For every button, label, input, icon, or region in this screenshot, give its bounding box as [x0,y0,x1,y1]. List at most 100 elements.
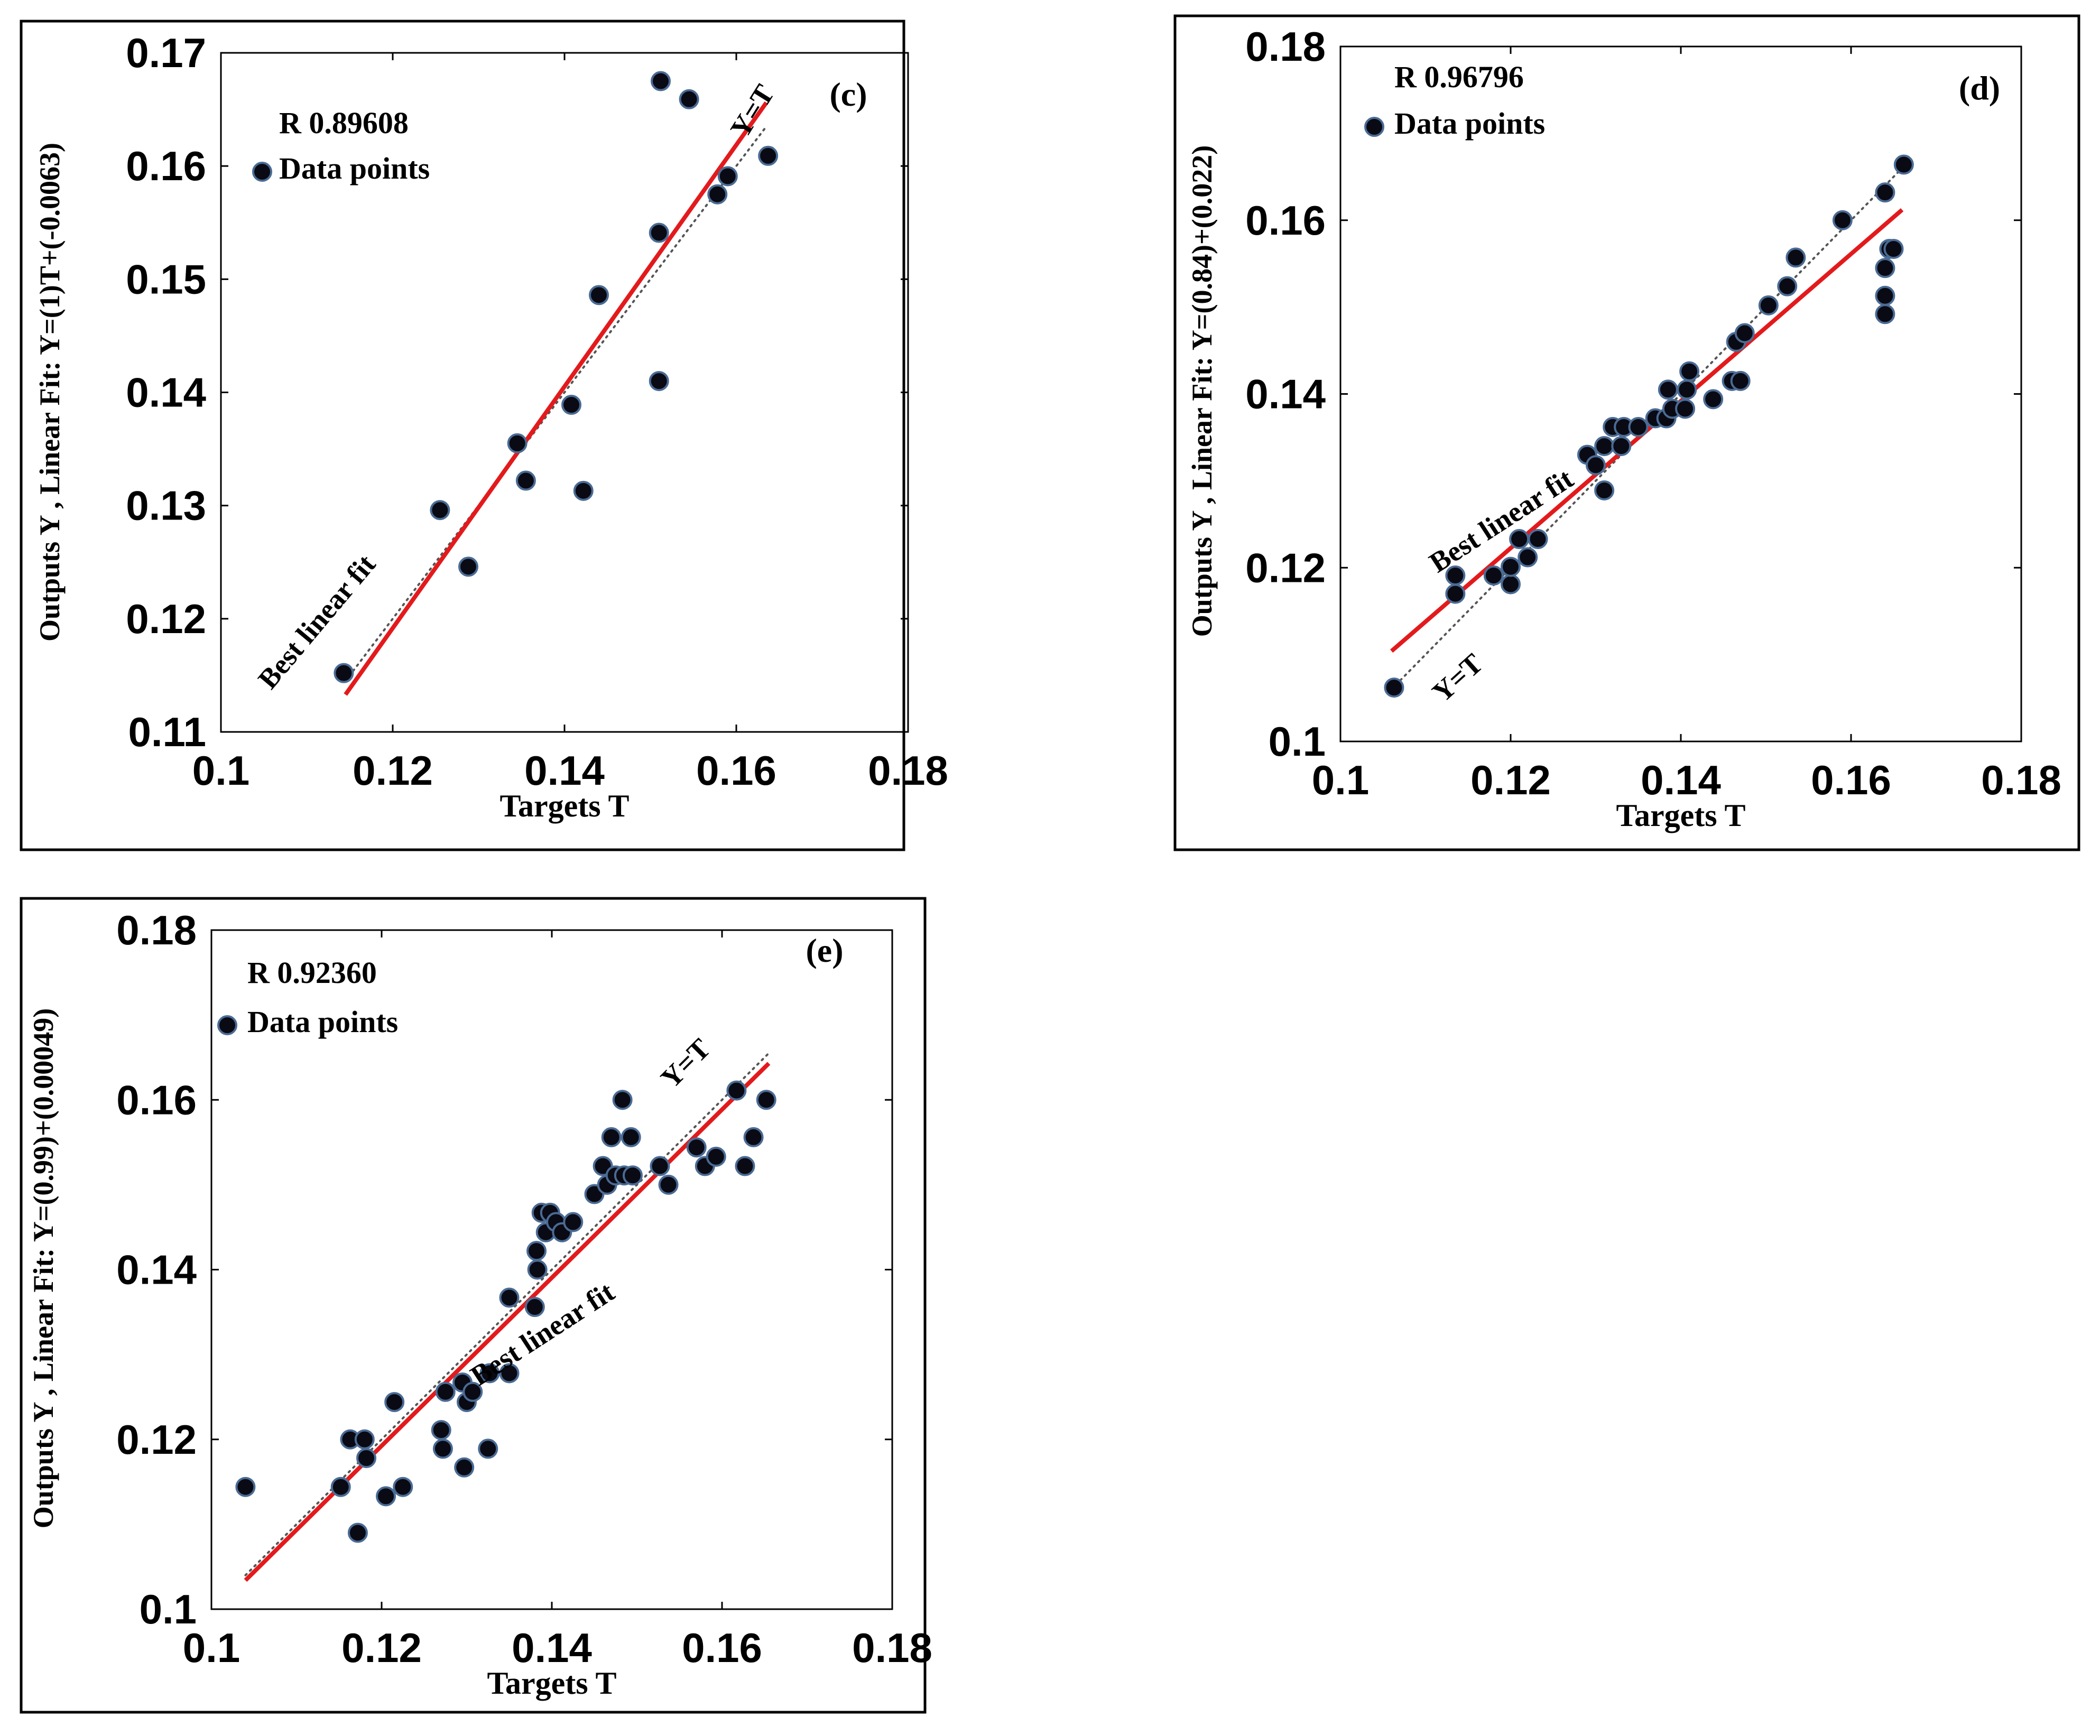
data-point [758,145,779,166]
data-point [561,395,581,415]
y-axis-title: Outputs Y , Linear Fit: Y=(1)T+(-0.0063) [34,143,66,642]
data-point [621,1127,641,1147]
data-point [651,71,671,91]
r-value-label: R 0.92360 [247,955,377,990]
r-value-label: R 0.96796 [1394,60,1524,94]
data-point [499,1287,520,1308]
data-point [356,1448,377,1469]
data-point [432,1438,453,1459]
data-point [1679,361,1700,382]
y-tick-label: 0.14 [1245,371,1326,417]
data-point [686,1137,707,1158]
best-fit-line [344,101,769,696]
data-point [735,1156,755,1176]
data-point [1883,238,1904,259]
y-tick-label: 0.1 [1269,718,1326,765]
x-tick-label: 0.18 [852,1624,932,1671]
data-point [1528,529,1548,550]
data-point [1730,370,1751,391]
data-point [499,1363,520,1384]
data-point [334,663,354,683]
y-tick-label: 0.16 [126,143,206,189]
data-point [1703,389,1724,410]
data-point [1875,285,1895,306]
x-tick-label: 0.16 [682,1624,762,1671]
y-tick-label: 0.12 [126,596,206,642]
x-tick-label: 0.1 [183,1624,240,1671]
data-point [706,1146,726,1167]
data-point [1777,276,1798,296]
identity-line [244,1052,770,1576]
data-point [527,1259,548,1280]
panel-label: (e) [806,932,843,969]
data-point [1445,583,1466,604]
identity-label: Y=T [654,1033,716,1094]
data-point [458,556,478,577]
data-point [573,480,594,501]
x-tick-label: 0.14 [512,1624,592,1671]
data-point [430,500,450,521]
x-tick-label: 0.18 [868,747,948,794]
panel-d: 0.1 0.12 0.14 0.16 0.18 0.1 0.12 0.14 0.16 0.18 Ta… [1173,14,2080,851]
y-tick-label: 0.12 [116,1416,197,1463]
x-axis-title: Targets T [499,788,629,823]
x-tick-label: 0.16 [1811,757,1891,803]
data-point [1384,677,1404,698]
data-point [612,1090,633,1110]
x-tick-label: 0.16 [696,747,776,794]
best-fit-line [244,1062,771,1582]
x-tick-label: 0.14 [524,747,605,794]
data-point [1501,556,1521,577]
data-point [526,1241,547,1261]
panel-label: (c) [829,76,867,113]
data-point [1875,182,1895,203]
data-point [1501,574,1521,595]
data-point [679,89,699,109]
y-tick-label: 0.17 [126,30,206,76]
data-point [1893,154,1914,175]
data-point [601,1127,622,1147]
legend-label: Data points [1394,106,1545,141]
data-point [717,166,738,187]
x-tick-label: 0.12 [1470,757,1551,803]
data-point [478,1438,498,1459]
y-tick-label: 0.16 [116,1076,197,1123]
x-axis-title: Targets T [487,1666,616,1701]
data-point [462,1381,483,1402]
data-point [649,222,669,243]
x-axis-title: Targets T [1616,798,1745,833]
data-point [1594,480,1615,500]
x-tick-label: 0.1 [1312,757,1369,803]
x-tick-label: 0.12 [353,747,433,794]
identity-line [344,125,767,682]
data-point [1875,258,1895,278]
data-point [354,1429,375,1450]
y-tick-label: 0.14 [116,1247,197,1293]
y-tick-label: 0.18 [116,907,197,953]
data-point [1758,295,1779,315]
y-tick-label: 0.15 [126,256,206,302]
data-point [1677,379,1697,400]
panel-frame [20,897,927,1714]
panel-frame [20,20,905,851]
data-point [1786,247,1806,268]
panel-label: (d) [1959,69,2000,107]
y-tick-label: 0.16 [1245,197,1326,244]
data-point [622,1165,643,1186]
data-point [1734,323,1755,344]
data-point [376,1486,396,1507]
data-point [507,433,528,453]
data-point [1875,304,1895,324]
x-tick-label: 0.18 [1981,757,2061,803]
panel-frame [1173,14,2080,851]
data-point [431,1420,451,1441]
data-point [650,1156,670,1176]
data-point [1518,547,1538,568]
data-point [707,184,728,205]
y-axis-title: Outputs Y , Linear Fit: Y=(0.84)+(0.022) [1186,145,1218,637]
legend-marker [252,162,272,182]
legend-marker [1364,117,1384,137]
legend-marker [217,1015,237,1035]
data-point [1445,565,1466,586]
